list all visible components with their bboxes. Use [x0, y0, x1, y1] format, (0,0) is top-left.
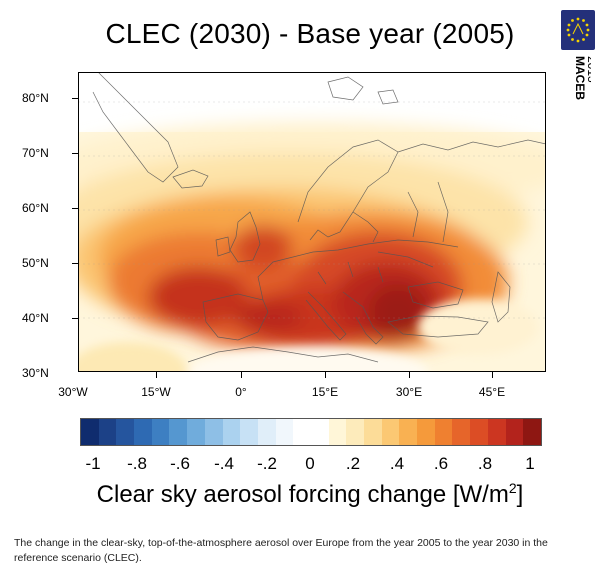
colorbar-swatch — [381, 419, 400, 445]
lon-label-30e: 30°E — [395, 385, 423, 399]
colorbar-swatch — [81, 419, 99, 445]
colorbar-title: Clear sky aerosol forcing change [W/m2] — [60, 480, 560, 509]
colorbar-swatch — [257, 419, 276, 445]
lat-label-70n: 70°N — [22, 146, 49, 160]
colorbar-swatch — [470, 419, 488, 445]
lon-label-30w: 30°W — [58, 385, 88, 399]
colorbar-swatch — [434, 419, 453, 445]
colorbar-swatch — [204, 419, 223, 445]
colorbar-tick: 1 — [525, 454, 535, 473]
colorbar-swatch — [364, 419, 382, 445]
brand-label: MACEB 2013 — [573, 56, 591, 100]
brand-year: 2013 — [585, 56, 591, 83]
map-title: CLEC (2030) - Base year (2005) — [105, 18, 515, 49]
lat-label-30n: 30°N — [22, 366, 49, 380]
colorbar-tick: -.6 — [170, 454, 190, 473]
colorbar-tick: .8 — [477, 454, 493, 473]
colorbar-tick: -.2 — [257, 454, 277, 473]
lat-label-50n: 50°N — [22, 256, 49, 270]
colorbar-tick: .6 — [433, 454, 449, 473]
lat-label-60n: 60°N — [22, 201, 49, 215]
colorbar — [80, 418, 542, 446]
colorbar-title-end: ] — [516, 481, 524, 508]
figure-caption: The change in the clear-sky, top-of-the-… — [14, 537, 548, 564]
colorbar-tick: -1 — [85, 454, 101, 473]
colorbar-swatch — [399, 419, 418, 445]
colorbar-tick: 0 — [305, 454, 315, 473]
lat-label-80n: 80°N — [22, 91, 49, 105]
brand-name: MACEB — [573, 56, 587, 100]
colorbar-swatch — [346, 419, 364, 445]
colorbar-swatch — [116, 419, 135, 445]
colorbar-swatch — [487, 419, 506, 445]
colorbar-tick: .2 — [345, 454, 361, 473]
forcing-map — [78, 72, 546, 372]
colorbar-swatch — [134, 419, 152, 445]
colorbar-title-sup: 2 — [508, 480, 517, 496]
colorbar-swatch — [169, 419, 188, 445]
lon-label-0: 0° — [235, 385, 247, 399]
colorbar-swatch — [505, 419, 524, 445]
colorbar-swatch — [417, 419, 435, 445]
colorbar-swatch — [187, 419, 205, 445]
colorbar-swatch — [310, 419, 329, 445]
eu-flag-logo — [561, 10, 595, 50]
colorbar-swatch — [293, 419, 311, 445]
colorbar-swatch — [151, 419, 170, 445]
colorbar-tick: -.4 — [214, 454, 234, 473]
colorbar-swatch — [222, 419, 241, 445]
lat-label-40n: 40°N — [22, 311, 49, 325]
lon-label-15w: 15°W — [141, 385, 171, 399]
colorbar-tick: -.8 — [127, 454, 147, 473]
colorbar-swatch — [328, 419, 347, 445]
lon-label-45e: 45°E — [478, 385, 506, 399]
colorbar-swatch — [98, 419, 117, 445]
colorbar-swatch — [240, 419, 258, 445]
colorbar-title-main: Clear sky aerosol forcing change [W/m — [96, 481, 509, 508]
colorbar-swatch — [523, 419, 541, 445]
colorbar-swatch — [275, 419, 294, 445]
colorbar-swatch — [452, 419, 471, 445]
lon-label-15e: 15°E — [311, 385, 339, 399]
colorbar-tick: .4 — [389, 454, 405, 473]
